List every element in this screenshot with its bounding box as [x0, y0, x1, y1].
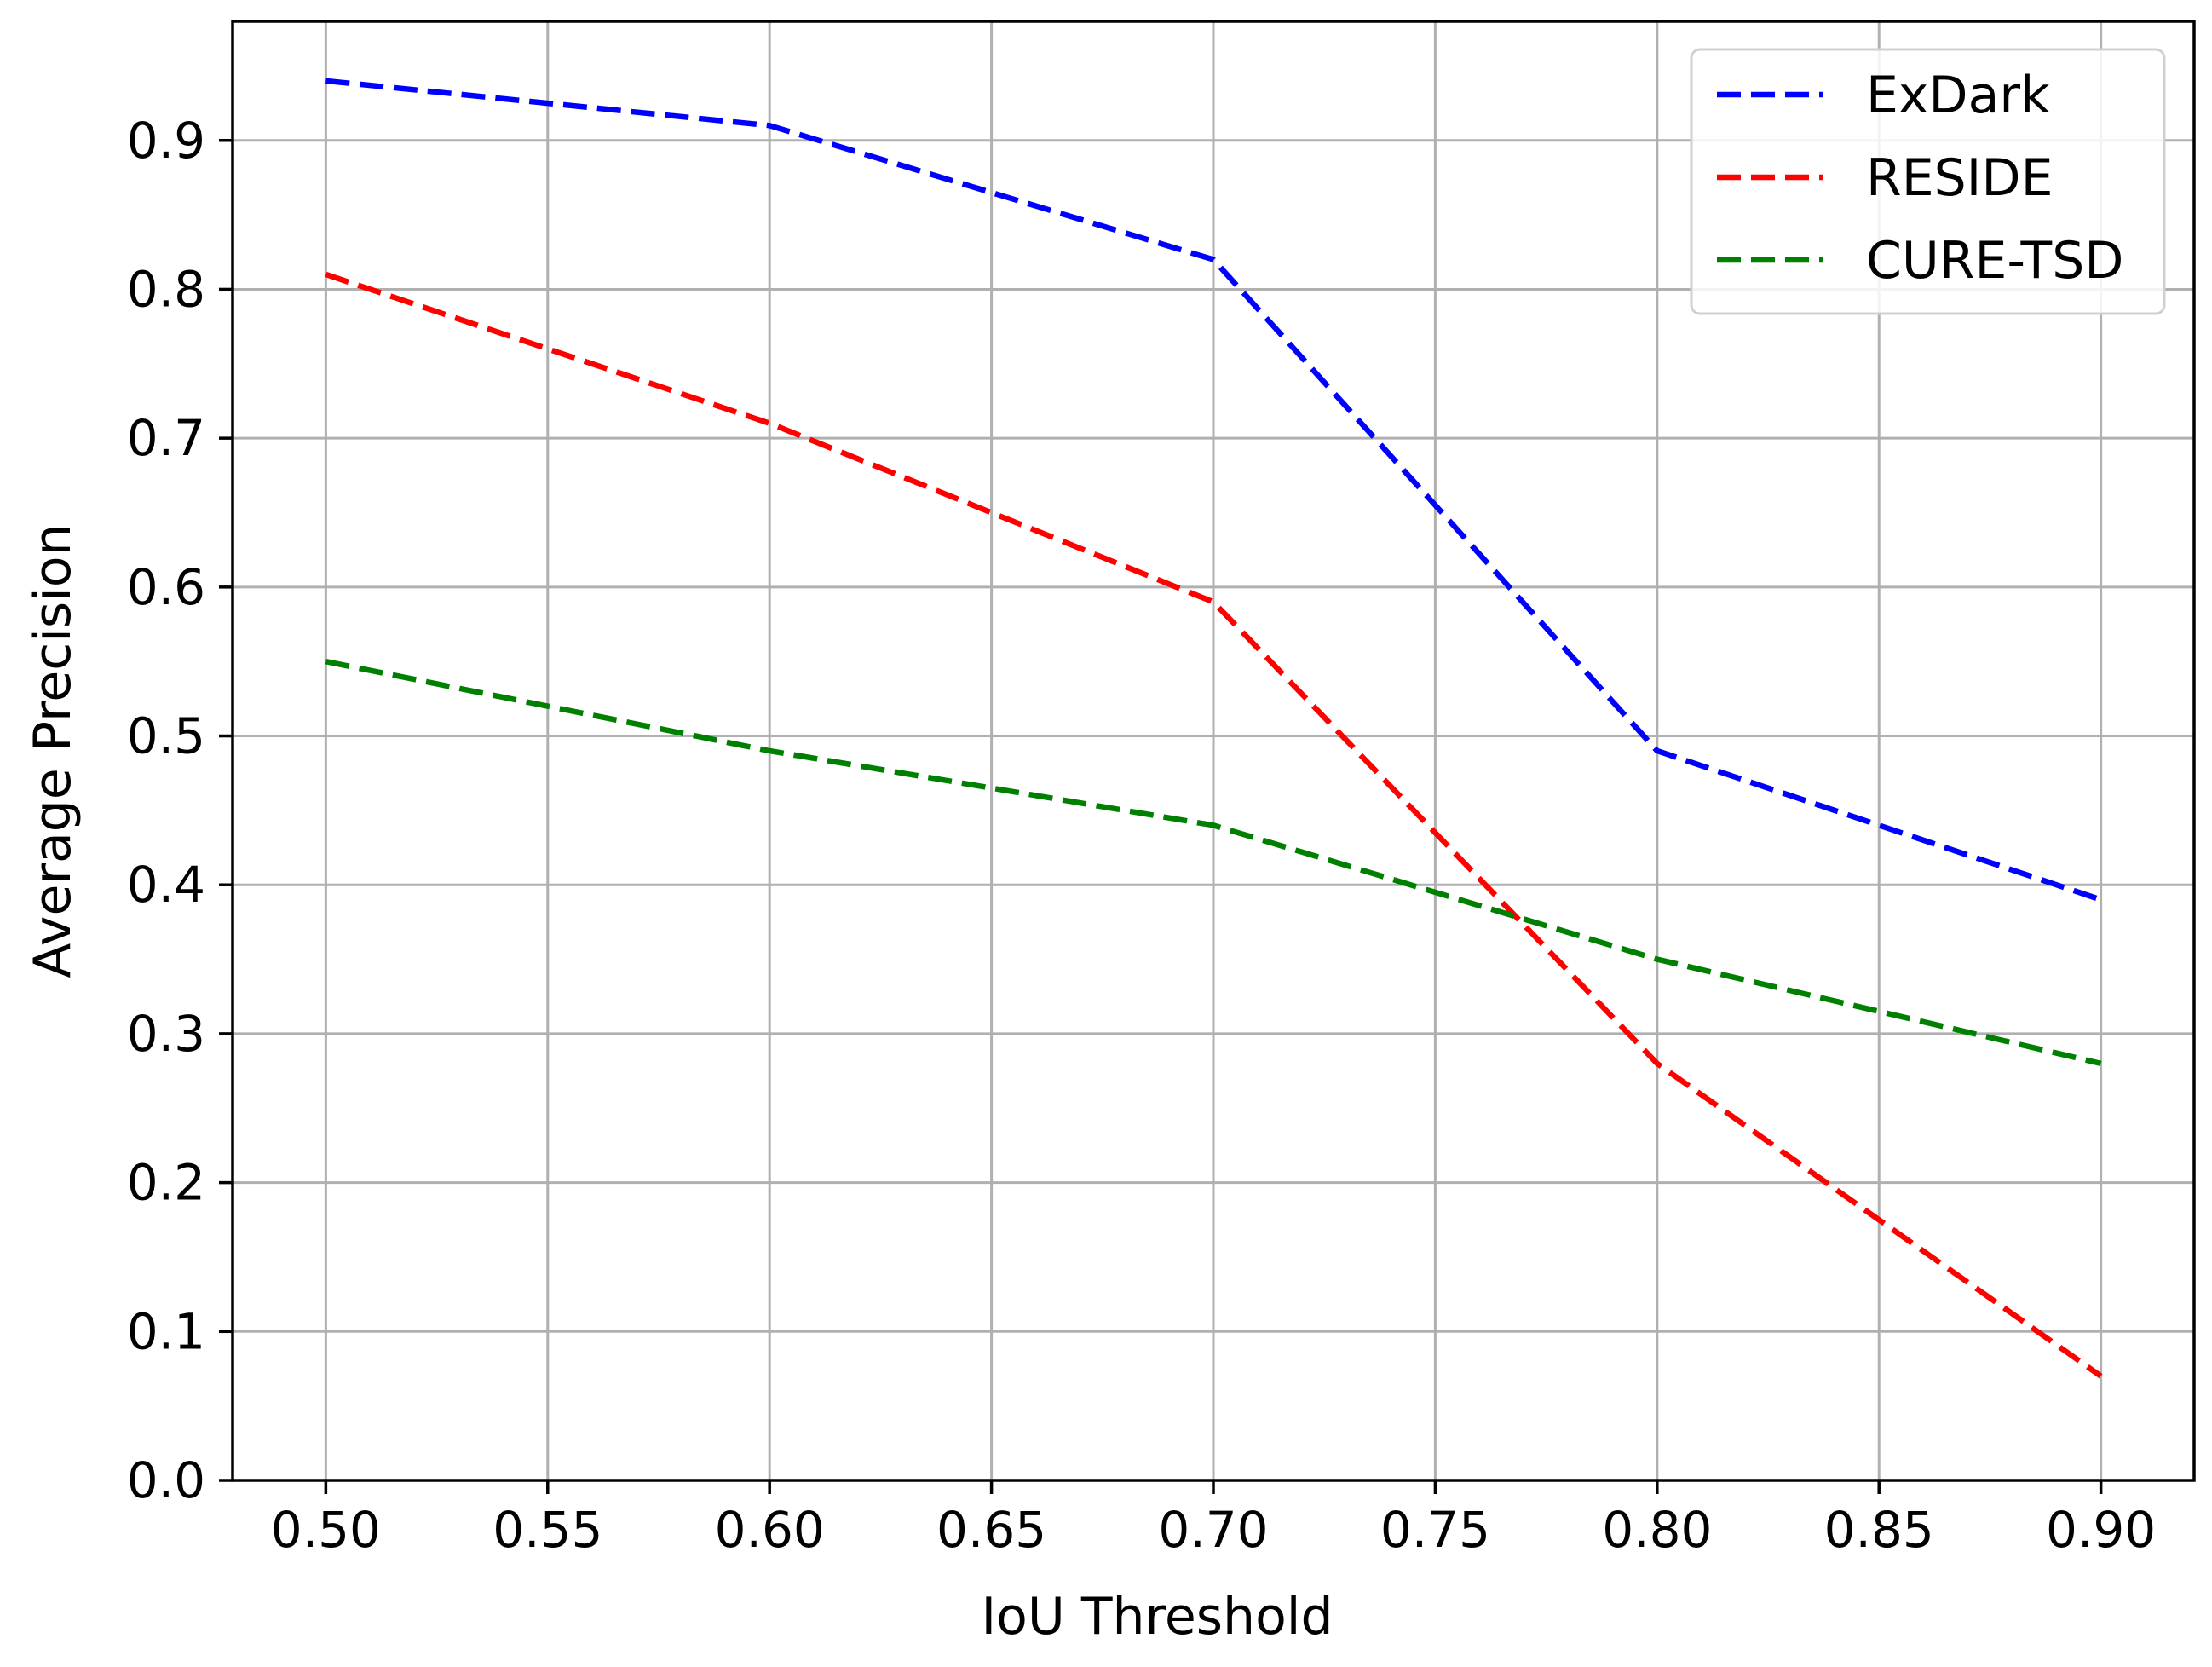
y-tick-label: 0.0 — [127, 1451, 205, 1509]
legend-label-cure-tsd: CURE-TSD — [1866, 231, 2124, 291]
legend-box — [1690, 48, 2166, 315]
x-tick-labels: 0.50 0.55 0.60 0.65 0.70 0.75 0.80 0.85 0.90 — [271, 1501, 2156, 1559]
series-line-exdark — [325, 78, 2102, 903]
legend: ExDark RESIDE CURE-TSD — [1690, 48, 2166, 315]
axis-ticks — [219, 139, 2103, 1494]
y-tick-label: 0.2 — [127, 1154, 205, 1212]
legend-items: ExDark RESIDE CURE-TSD — [1717, 66, 2124, 291]
legend-label-reside: RESIDE — [1866, 148, 2054, 208]
y-tick-label: 0.9 — [127, 112, 205, 170]
x-tick-label: 0.80 — [1602, 1501, 1712, 1559]
series-line-reside — [325, 271, 2103, 1379]
series-line-cure-tsd — [325, 658, 2102, 1067]
y-tick-label: 0.7 — [127, 409, 205, 467]
x-tick-label: 0.85 — [1824, 1501, 1934, 1559]
x-tick-label: 0.60 — [715, 1501, 825, 1559]
x-tick-label: 0.75 — [1380, 1501, 1490, 1559]
y-tick-label: 0.5 — [127, 707, 205, 765]
grid-lines — [233, 21, 2194, 1482]
x-tick-label: 0.65 — [936, 1501, 1046, 1559]
x-tick-label: 0.50 — [271, 1501, 381, 1559]
y-tick-label: 0.4 — [127, 856, 205, 914]
y-tick-label: 0.6 — [127, 558, 205, 616]
y-axis-label: Average Precision — [23, 523, 83, 978]
x-tick-label: 0.70 — [1158, 1501, 1268, 1559]
y-tick-labels: 0.0 0.1 0.2 0.3 0.4 0.5 0.6 0.7 0.8 0.9 — [127, 112, 205, 1509]
legend-label-exdark: ExDark — [1866, 66, 2050, 125]
y-tick-label: 0.8 — [127, 260, 205, 318]
series-lines — [325, 78, 2103, 1379]
x-axis-label: IoU Threshold — [981, 1587, 1333, 1647]
x-tick-label: 0.55 — [493, 1501, 602, 1559]
y-tick-label: 0.1 — [127, 1302, 205, 1360]
x-tick-label: 0.90 — [2046, 1501, 2156, 1559]
y-tick-label: 0.3 — [127, 1005, 205, 1063]
